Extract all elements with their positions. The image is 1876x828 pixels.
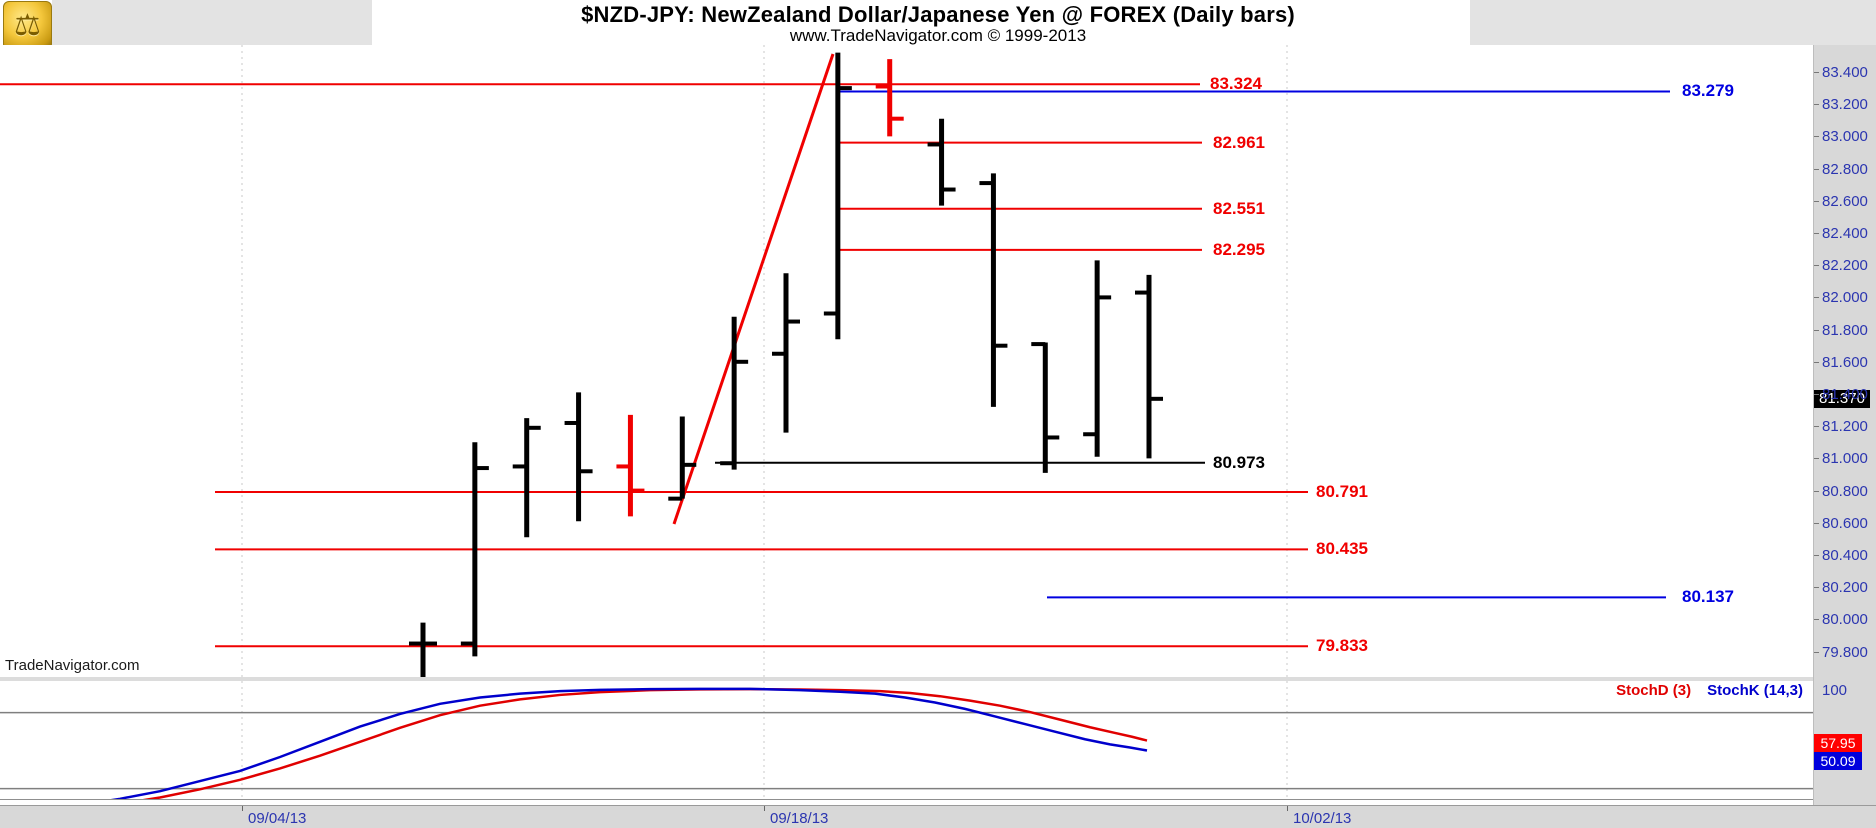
axis-tick (1814, 458, 1819, 460)
price-axis-label: 82.800 (1822, 160, 1868, 178)
ohlc-bar (1083, 260, 1112, 457)
stochk-line (110, 687, 1148, 799)
stochastic-legend: StochD (3) StochK (14,3) (1616, 682, 1803, 699)
axis-tick (1814, 426, 1819, 428)
axis-tick (1814, 297, 1819, 299)
axis-tick (1814, 361, 1819, 363)
date-tick (1287, 806, 1288, 811)
price-axis-label: 82.000 (1822, 289, 1868, 307)
chart-title: $NZD-JPY: NewZealand Dollar/Japanese Yen… (581, 2, 1295, 27)
price-axis-label: 81.200 (1822, 418, 1868, 436)
axis-tick (1814, 522, 1819, 524)
stochd-legend-label[interactable]: StochD (3) (1616, 682, 1692, 699)
price-level-label: 82.295 (1213, 239, 1265, 259)
axis-tick (1814, 329, 1819, 331)
axis-tick (1814, 136, 1819, 138)
axis-tick (1814, 651, 1819, 653)
ohlc-bar (1134, 274, 1163, 459)
trendline (672, 53, 835, 525)
ohlc-bar (616, 414, 645, 517)
ohlc-bar (1031, 342, 1060, 473)
date-label: 09/18/13 (770, 810, 829, 827)
tradenavigator-logo[interactable]: ⚖ (3, 1, 52, 50)
price-level-label: 83.324 (1210, 74, 1262, 94)
watermark-text: TradeNavigator.com (5, 657, 140, 674)
axis-tick (1814, 555, 1819, 556)
ohlc-bar (823, 52, 852, 340)
price-axis-label: 82.600 (1822, 192, 1868, 210)
stochd-line (142, 687, 1148, 799)
ohlc-bar (409, 622, 437, 678)
price-axis-label: 83.200 (1822, 96, 1868, 114)
axis-tick (1814, 104, 1819, 106)
price-level-label: 79.833 (1316, 636, 1368, 656)
price-axis-label: 80.400 (1822, 547, 1868, 564)
price-axis-label: 80.000 (1822, 611, 1868, 629)
axis-tick (1814, 619, 1819, 621)
axis-tick (1814, 233, 1819, 234)
price-level-label: 82.961 (1213, 132, 1265, 152)
ohlc-bar (875, 59, 904, 137)
stochd-value-badge: 57.95 (1814, 734, 1862, 752)
price-chart-canvas[interactable]: TradeNavigator.com 83.324 83.279 82.961 82.… (0, 45, 1813, 678)
price-axis-scale[interactable]: 81.370 100 57.95 50.09 83.400 83.200 83.00… (1813, 45, 1876, 805)
ohlc-bar (460, 442, 489, 657)
price-axis-label: 82.200 (1822, 257, 1868, 275)
price-axis-label: 83.000 (1822, 128, 1868, 146)
stochastic-chart-canvas[interactable]: StochD (3) StochK (14,3) (0, 681, 1813, 800)
ohlc-bar (979, 173, 1008, 407)
ohlc-bar (668, 416, 697, 501)
stoch-axis-top-label: 100 (1822, 682, 1848, 699)
date-axis[interactable]: 09/04/13 09/18/13 10/02/13 (0, 805, 1876, 828)
price-axis-label: 81.600 (1822, 353, 1868, 371)
price-level-label: 80.137 (1682, 587, 1734, 607)
date-label: 09/04/13 (248, 810, 307, 827)
price-axis-label: 81.400 (1822, 386, 1868, 403)
axis-tick (1814, 200, 1819, 202)
panel-divider[interactable] (0, 677, 1813, 681)
price-level-label: 83.279 (1682, 81, 1734, 101)
price-level-label: 82.551 (1213, 198, 1265, 218)
stoch-svg (0, 681, 1813, 799)
price-level-label: 80.973 (1213, 452, 1265, 472)
gold-scales-icon: ⚖ (14, 8, 41, 42)
axis-tick (1814, 265, 1819, 267)
price-axis-label: 80.800 (1822, 482, 1868, 500)
ohlc-bar (927, 118, 956, 206)
axis-tick (1814, 587, 1819, 589)
axis-tick (1814, 72, 1819, 73)
axis-tick (1814, 394, 1819, 395)
date-label: 10/02/13 (1293, 810, 1352, 827)
stochk-value-badge: 50.09 (1814, 752, 1862, 770)
price-axis-label: 81.000 (1822, 450, 1868, 468)
date-tick (764, 806, 765, 811)
stochk-legend-label[interactable]: StochK (14,3) (1707, 682, 1803, 699)
price-axis-label: 83.400 (1822, 64, 1868, 81)
price-axis-label: 80.200 (1822, 579, 1868, 597)
ohlc-bar (771, 273, 800, 433)
price-axis-label: 80.600 (1822, 514, 1868, 532)
axis-tick (1814, 168, 1819, 170)
ohlc-bar (564, 392, 593, 522)
axis-tick (1814, 490, 1819, 492)
price-level-label: 80.435 (1316, 539, 1368, 559)
price-axis-label: 81.800 (1822, 321, 1868, 339)
ohlc-bar (720, 316, 749, 470)
chart-subtitle: www.TradeNavigator.com © 1999-2013 (789, 26, 1087, 45)
ohlc-bar (512, 418, 541, 538)
price-axis-label: 79.800 (1822, 643, 1868, 661)
price-level-label: 80.791 (1316, 482, 1368, 502)
last-price-badge: 81.370 (1814, 389, 1870, 408)
price-svg (0, 45, 1670, 678)
price-axis-label: 82.400 (1822, 225, 1868, 242)
date-tick (242, 806, 243, 811)
